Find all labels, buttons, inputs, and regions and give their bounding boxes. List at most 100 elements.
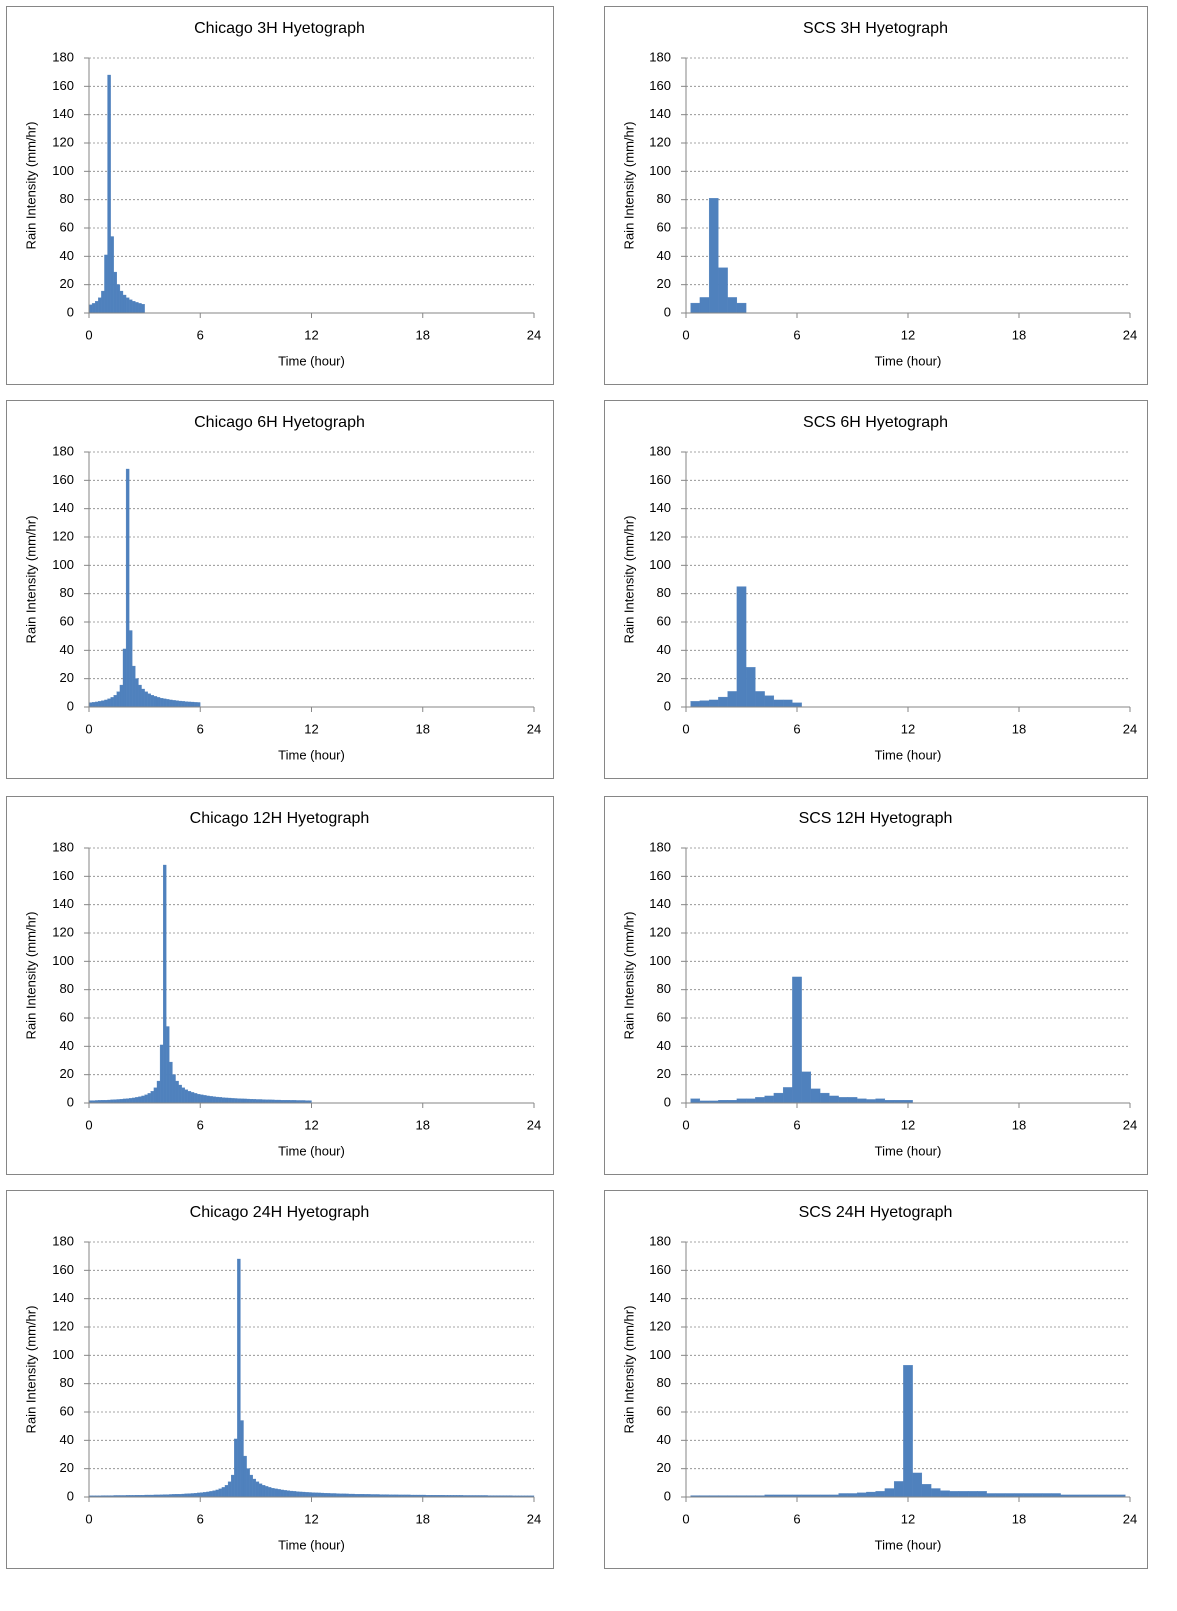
x-axis-label: Time (hour) [278,1143,345,1158]
bar [332,1493,337,1498]
chart-title: SCS 6H Hyetograph [803,414,948,431]
x-tick-label: 24 [1123,327,1137,342]
y-tick-label: 140 [52,500,74,515]
y-tick-label: 120 [52,528,74,543]
y-tick-label: 80 [60,585,74,600]
bar [866,1491,876,1498]
bar [847,1493,858,1498]
bar [215,1096,219,1104]
bar [292,1491,297,1498]
y-tick-label: 20 [657,276,671,291]
bar [246,1468,250,1498]
y-tick-label: 20 [60,1460,74,1475]
bar [249,1474,253,1498]
y-tick-label: 0 [67,304,74,319]
bar [141,1095,145,1104]
bar [903,1365,913,1498]
bar [699,700,710,708]
bar [190,1493,195,1498]
bar [125,1098,130,1104]
y-tick-label: 40 [657,642,671,657]
bar [159,698,164,708]
bar [255,1481,260,1498]
bar [119,684,124,708]
y-tick-label: 60 [60,613,74,628]
y-tick-label: 60 [60,1009,74,1024]
y-tick-label: 180 [649,443,671,458]
y-tick-label: 120 [52,1318,74,1333]
bar [187,1091,192,1104]
y-tick-label: 120 [52,134,74,149]
y-tick-label: 160 [649,868,671,883]
bar [237,1098,241,1104]
bar [295,1491,300,1498]
chart-frame [6,400,554,779]
x-tick-label: 0 [85,721,92,736]
x-tick-label: 18 [416,1511,430,1526]
bar [258,1099,263,1104]
bar [690,1098,701,1104]
y-tick-label: 160 [52,1262,74,1277]
bar [166,699,170,708]
y-tick-label: 100 [649,1347,671,1362]
bar [736,586,747,708]
bar [699,297,710,314]
bar [690,302,701,314]
bar [141,304,145,314]
bar [224,1097,229,1104]
y-tick-label: 60 [657,219,671,234]
bar [125,297,130,314]
bar [286,1490,291,1498]
x-tick-label: 12 [901,721,915,736]
y-tick-label: 0 [67,1094,74,1109]
bar [921,1484,932,1498]
bar [856,1098,867,1104]
bar [243,1455,247,1498]
bar [708,699,719,708]
bar [178,700,182,708]
bar [122,1098,127,1104]
y-tick-label: 40 [657,1038,671,1053]
bar [949,1491,960,1498]
x-tick-label: 6 [197,1117,204,1132]
x-tick-label: 24 [527,721,541,736]
bar [810,1088,821,1104]
chart-frame [604,400,1148,779]
bar [218,1488,223,1498]
y-tick-label: 140 [649,106,671,121]
x-tick-label: 18 [416,1117,430,1132]
y-tick-label: 140 [52,1290,74,1305]
bar [101,290,105,314]
x-tick-label: 12 [304,327,318,342]
y-tick-label: 120 [52,924,74,939]
bar [252,1478,257,1498]
bar [113,1099,117,1104]
bar [138,1096,142,1104]
y-axis-label: Rain Intensity (mm/hr) [23,516,38,644]
y-tick-label: 80 [657,191,671,206]
x-tick-label: 12 [901,1511,915,1526]
bar [912,1472,923,1498]
bar [203,1095,207,1104]
x-tick-label: 6 [793,327,800,342]
bar [163,698,167,708]
bar [221,1487,226,1498]
y-tick-label: 140 [649,896,671,911]
x-tick-label: 18 [1012,721,1026,736]
y-tick-label: 80 [657,981,671,996]
bar [138,684,142,708]
bar [271,1488,275,1498]
bar [234,1098,238,1104]
bar [317,1492,321,1498]
bar [107,74,111,314]
x-tick-label: 6 [793,1511,800,1526]
bar [261,1099,266,1104]
bar [147,693,151,708]
bar [792,976,802,1104]
bar [283,1490,287,1498]
bar [218,1097,223,1104]
bar [329,1493,334,1498]
bar [150,1091,155,1104]
x-tick-label: 0 [85,1511,92,1526]
